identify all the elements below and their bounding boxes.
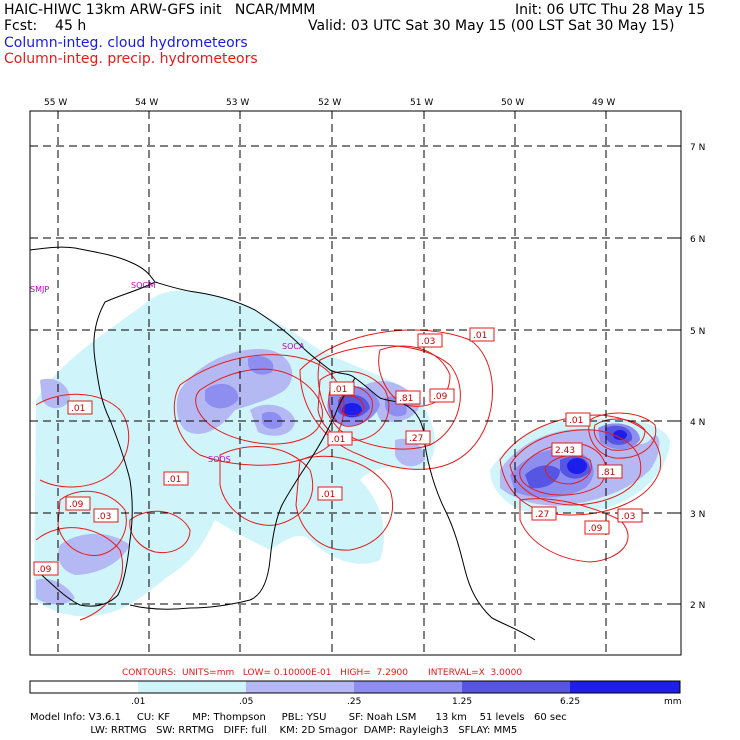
- colorbar-units: mm: [664, 697, 682, 706]
- frame-ticks: [57, 111, 681, 605]
- station-label: SOOS: [208, 455, 231, 464]
- colorbar-bin: [354, 681, 462, 693]
- contour-label-box: [597, 464, 623, 479]
- colorbar-bin: [30, 681, 138, 693]
- contour-label-box: [617, 508, 643, 523]
- contour-label-box: [327, 431, 353, 446]
- model-info-line1: Model Info: V3.6.1 CU: KF MP: Thompson P…: [30, 712, 567, 723]
- contour-label-box: [405, 430, 431, 445]
- contour-label: 2.43: [555, 446, 575, 456]
- colorbar-tick: 1.25: [452, 697, 472, 706]
- station-label: SOCA: [282, 342, 305, 351]
- coastline: [30, 246, 536, 641]
- colorbar-frame: [29, 680, 681, 694]
- lat-label: 3 N: [690, 510, 705, 520]
- lon-label: 50 W: [501, 98, 524, 108]
- contour-info: CONTOURS: UNITS=mm LOW= 0.10000E-01 HIGH…: [122, 668, 523, 678]
- lat-label: 4 N: [690, 418, 705, 428]
- field-cloud-label: Column-integ. cloud hydrometeors: [4, 35, 248, 51]
- contour-label-box: [317, 486, 343, 501]
- field-precip-label: Column-integ. precip. hydrometeors: [4, 51, 258, 67]
- contour-label-box: [67, 400, 93, 415]
- contour-label: .09: [37, 565, 52, 575]
- contour-labels: .01 .01 .09 .03 .09 .01 .01 .03 .01 .09 .81 .27 2.43…: [33, 327, 643, 576]
- colorbar: .01 .05 .25 1.25 6.25 mm: [29, 680, 682, 706]
- init-time: Init: 06 UTC Thu 28 May 15: [515, 2, 706, 18]
- colorbar-bin: [570, 681, 680, 693]
- lon-label: 54 W: [135, 98, 158, 108]
- contour-label-box: [584, 520, 610, 535]
- lon-label: 53 W: [226, 98, 249, 108]
- lat-label: 5 N: [690, 327, 705, 337]
- contour-label-box: [429, 388, 455, 403]
- lon-label: 49 W: [592, 98, 615, 108]
- colorbar-tick: .25: [347, 697, 361, 706]
- contour-label: .01: [333, 385, 347, 395]
- valid-time: Valid: 03 UTC Sat 30 May 15 (00 LST Sat …: [308, 18, 675, 34]
- contour-label: .03: [97, 512, 111, 522]
- station-label: SMJP: [30, 285, 49, 294]
- contour-label: .01: [321, 490, 335, 500]
- contour-label-box: [531, 506, 557, 521]
- lat-label: 6 N: [690, 235, 705, 245]
- model-info-line2: LW: RRTMG SW: RRTMG DIFF: full KM: 2D Sm…: [30, 725, 518, 736]
- contour-label: .09: [69, 500, 84, 510]
- contour-label-box: [329, 381, 355, 396]
- contour-label-box: [395, 390, 421, 405]
- plot-frame: [29, 110, 682, 656]
- contour-label: .81: [601, 468, 615, 478]
- contour-label: .01: [473, 331, 487, 341]
- contour-label: .01: [569, 416, 583, 426]
- contour-label-box: [33, 561, 59, 576]
- colorbar-bin: [246, 681, 354, 693]
- contour-label: .09: [433, 392, 448, 402]
- precip-contours: [35, 329, 662, 621]
- contour-label: .01: [167, 475, 181, 485]
- colorbar-bin: [462, 681, 570, 693]
- colorbar-tick: .01: [131, 697, 145, 706]
- lon-label: 55 W: [44, 98, 67, 108]
- contour-label: .09: [588, 524, 603, 534]
- contour-label: .03: [421, 337, 435, 347]
- contour-label: .27: [535, 510, 549, 520]
- colorbar-tick: .05: [239, 697, 253, 706]
- contour-label-box: [417, 333, 443, 348]
- contour-label-box: [93, 508, 119, 523]
- cloud-shade-level-5: [342, 403, 627, 474]
- contour-label: .01: [331, 435, 345, 445]
- contour-label-box: [565, 412, 591, 427]
- contour-label: .81: [399, 394, 413, 404]
- station-label: SOGM: [131, 281, 156, 290]
- contour-label-box: [65, 496, 91, 511]
- lon-label: 51 W: [410, 98, 433, 108]
- contour-label: .01: [71, 404, 85, 414]
- contour-label: .27: [409, 434, 423, 444]
- lat-label: 2 N: [690, 601, 705, 611]
- contour-label-box: [469, 327, 495, 342]
- plot-title: HAIC-HIWC 13km ARW-GFS init NCAR/MMM: [4, 2, 316, 18]
- forecast-hour: Fcst: 45 h: [4, 18, 87, 34]
- contour-label-box: [163, 471, 189, 486]
- lon-label: 52 W: [318, 98, 341, 108]
- colorbar-tick: 6.25: [560, 697, 580, 706]
- lat-label: 7 N: [690, 143, 705, 153]
- contour-label: .03: [621, 512, 635, 522]
- colorbar-bin: [138, 681, 246, 693]
- lat-lon-grid: [30, 111, 681, 655]
- contour-label-box: [551, 442, 583, 457]
